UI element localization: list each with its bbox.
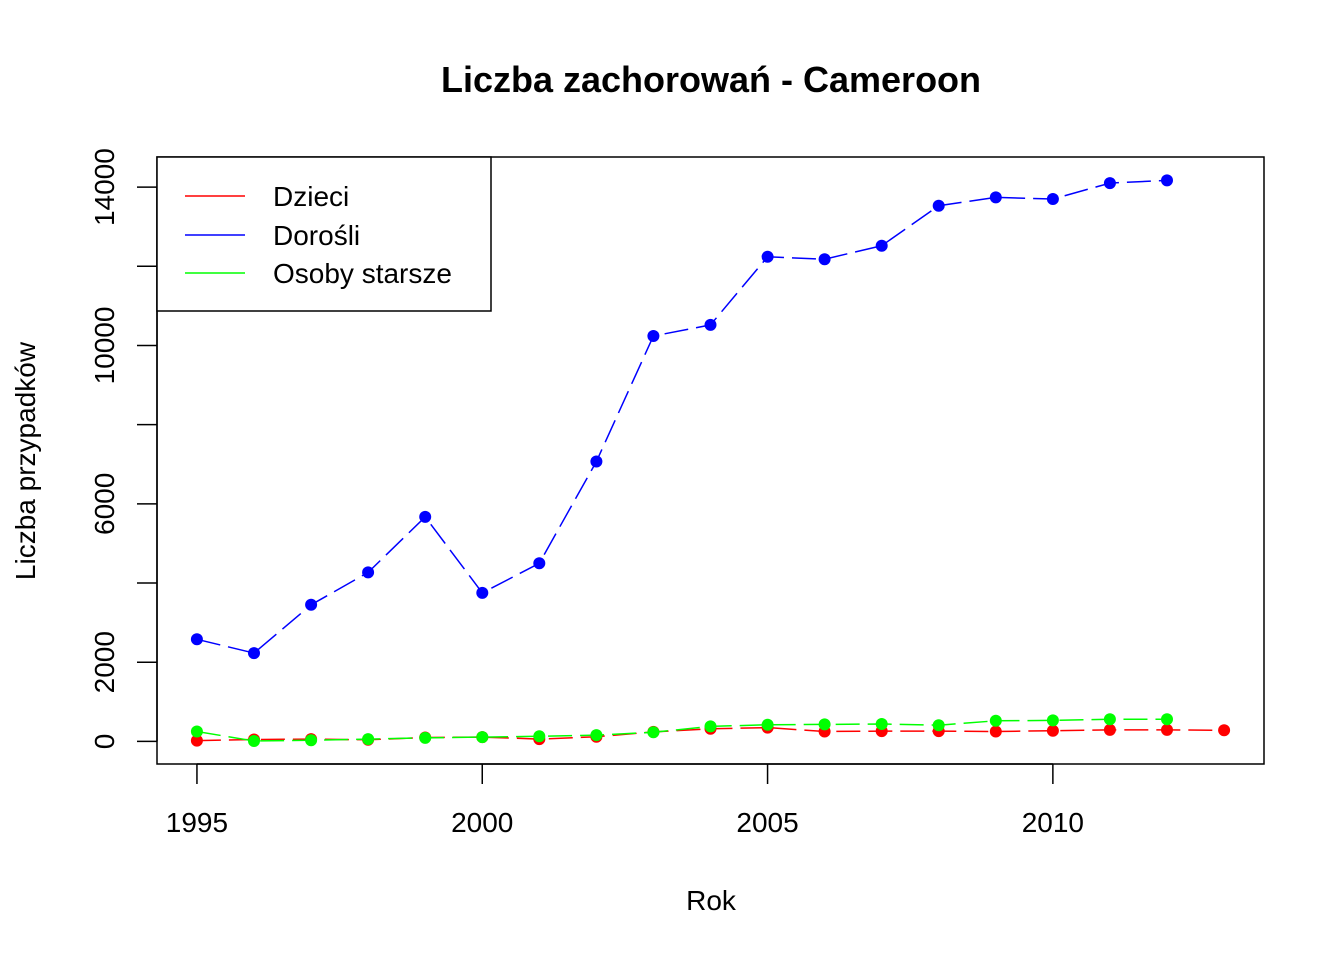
x-axis-label: Rok: [686, 885, 737, 916]
data-point: [989, 191, 1002, 204]
data-point: [932, 719, 945, 732]
legend-label-osoby-starsze: Osoby starsze: [273, 258, 452, 289]
data-point: [818, 253, 831, 266]
data-point: [1103, 177, 1116, 190]
x-tick-label: 2000: [451, 807, 513, 838]
data-point: [248, 735, 260, 747]
y-tick-label: 14000: [89, 148, 120, 226]
data-point: [305, 598, 318, 611]
legend-label-dorosli: Dorośli: [273, 220, 360, 251]
data-point: [590, 455, 603, 468]
data-point: [190, 734, 203, 747]
data-point: [647, 330, 660, 342]
data-point: [932, 199, 945, 212]
x-axis: 1995 2000 2005 2010: [166, 763, 1084, 838]
data-point: [533, 730, 546, 743]
data-point: [989, 714, 1002, 727]
data-point: [590, 729, 603, 742]
data-point: [1161, 723, 1173, 736]
data-point: [704, 720, 717, 733]
y-axis: 0 2000 6000 10000 14000: [89, 148, 158, 750]
series-line: [196, 718, 1167, 742]
x-tick-label: 2005: [736, 807, 798, 838]
data-point: [818, 718, 831, 731]
data-point: [190, 725, 203, 738]
data-point: [1161, 174, 1173, 187]
data-point: [1103, 713, 1116, 726]
data-point: [362, 733, 375, 746]
legend-label-dzieci: Dzieci: [273, 181, 349, 212]
legend-box: [156, 156, 492, 312]
data-point: [704, 318, 717, 331]
data-point: [1161, 713, 1173, 726]
data-point: [875, 239, 888, 252]
data-point: [647, 726, 660, 739]
y-tick-label: 0: [89, 734, 120, 750]
series-2: [190, 713, 1173, 747]
series-line: [196, 179, 1168, 654]
data-point: [1218, 724, 1231, 737]
legend: Dzieci Dorośli Osoby starsze: [156, 156, 492, 312]
data-point: [1046, 193, 1059, 205]
data-point: [419, 510, 432, 523]
y-axis-label: Liczba przypadków: [10, 341, 41, 580]
data-point: [1046, 714, 1059, 727]
data-point: [190, 633, 203, 646]
y-tick-label: 6000: [89, 473, 120, 535]
data-point: [476, 586, 489, 599]
data-point: [533, 557, 546, 570]
data-point: [1046, 724, 1059, 737]
x-tick-label: 1995: [166, 807, 228, 838]
data-point: [761, 250, 774, 263]
series-layer: [190, 174, 1231, 747]
y-tick-label: 10000: [89, 307, 120, 385]
data-point: [419, 731, 432, 744]
data-point: [761, 718, 774, 731]
y-tick-label: 2000: [89, 631, 120, 693]
data-point: [305, 734, 318, 747]
data-point: [362, 566, 375, 579]
x-tick-label: 2010: [1022, 807, 1084, 838]
chart-title: Liczba zachorowań - Cameroon: [441, 59, 981, 100]
data-point: [875, 718, 888, 730]
data-point: [989, 725, 1002, 738]
data-point: [476, 731, 489, 744]
series-1: [190, 174, 1173, 660]
data-point: [248, 647, 260, 660]
data-point: [1103, 723, 1116, 736]
